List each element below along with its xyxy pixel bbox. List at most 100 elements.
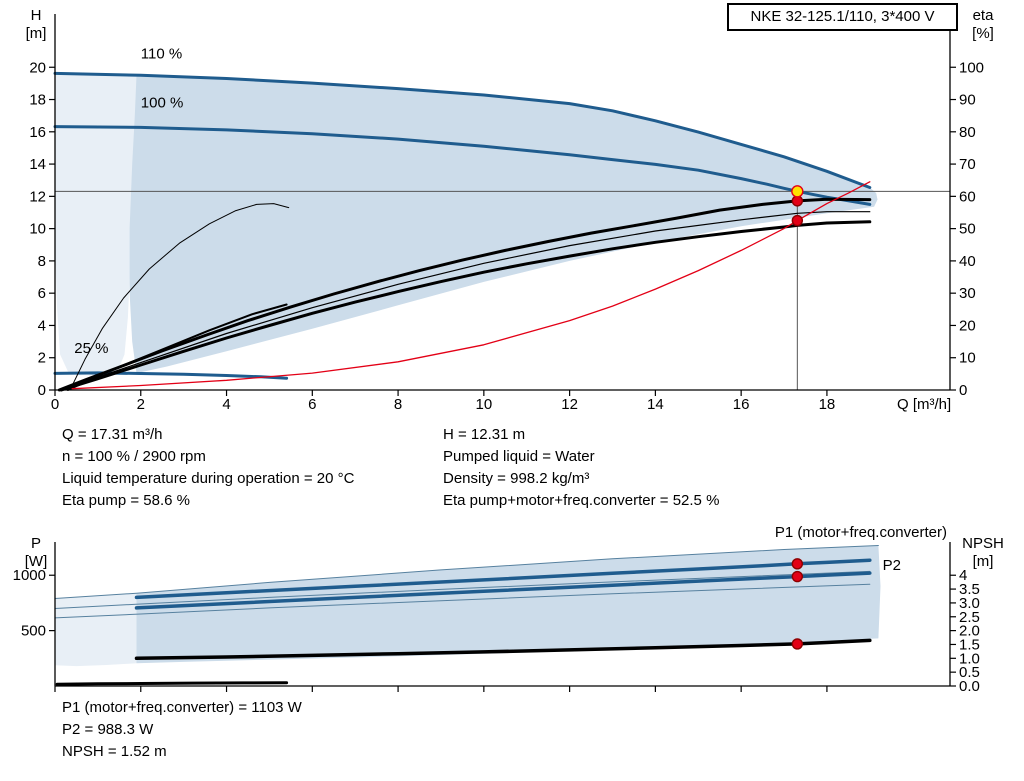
info-line-n: n = 100 % / 2900 rpm <box>62 448 206 465</box>
info-line-eta-total: Eta pump+motor+freq.converter = 52.5 % <box>443 492 720 509</box>
series-eta-pump-lower <box>59 220 872 392</box>
series-eta-small <box>66 303 288 391</box>
tick-label: 10 <box>959 350 976 367</box>
tick-label: 6 <box>38 285 46 302</box>
tick-label: 12 <box>29 188 46 205</box>
label-110: 110 % <box>141 45 182 62</box>
tick-label: 12 <box>561 396 578 413</box>
info-line-p2: P2 = 988.3 W <box>62 721 154 738</box>
tick-label: 70 <box>959 156 976 173</box>
info-line-p1: P1 (motor+freq.converter) = 1103 W <box>62 699 302 716</box>
series-p-thin-a <box>54 570 871 609</box>
y-right-axis-label: [m] <box>973 553 994 570</box>
tick-label: 0 <box>959 382 967 399</box>
area-envelope <box>136 545 881 664</box>
series-p1-curve <box>134 558 872 600</box>
tick-label: 10 <box>476 396 493 413</box>
y-left-axis-label: H <box>31 7 42 24</box>
label-p1: P1 (motor+freq.converter) <box>775 524 947 541</box>
tick-label: 3.0 <box>959 595 980 612</box>
series-p-low-curve <box>55 681 289 686</box>
tick-label: 20 <box>29 59 46 76</box>
info-line-temperature: Liquid temperature during operation = 20… <box>62 470 355 487</box>
series-eta-total-red <box>71 181 871 390</box>
pump-title-box: NKE 32-125.1/110, 3*400 V <box>727 3 958 31</box>
y-left-axis-label: P <box>31 535 41 552</box>
tick-label: 500 <box>21 623 46 640</box>
pq-axes <box>54 542 951 687</box>
y-left-axis-label: [m] <box>26 25 47 42</box>
series-curve-110 <box>53 71 872 189</box>
tick-label: 14 <box>29 156 46 173</box>
info-line-eta-pump: Eta pump = 58.6 % <box>62 492 190 509</box>
hq-ticks: 0 2 4 6 8 10 12 14 16 18 0 2 4 6 8 10 12 14 16 18 20 0 10 20 30 4… <box>26 7 995 413</box>
tick-label: 0.5 <box>959 664 980 681</box>
pq-ticks: 500 1000 0.00.51.01.52.02.53.03.54 P[W] NPSH… <box>13 535 1004 695</box>
tick-label: 30 <box>959 285 976 302</box>
marker-duty-point <box>791 185 804 198</box>
y-right-axis-label: NPSH <box>962 535 1004 552</box>
series-eta-thin-peak <box>69 203 290 391</box>
series-eta-pump-upper <box>57 197 872 392</box>
tick-label: 8 <box>394 396 402 413</box>
tick-label: 4 <box>959 567 967 584</box>
tick-label: 3.5 <box>959 581 980 598</box>
info-line-npsh: NPSH = 1.52 m <box>62 743 167 760</box>
tick-label: 40 <box>959 253 976 270</box>
series-p2-curve <box>134 571 872 610</box>
info-line-density: Density = 998.2 kg/m³ <box>443 470 590 487</box>
tick-label: 100 <box>959 59 984 76</box>
tick-label: 2.5 <box>959 609 980 626</box>
power-npsh-info: P1 (motor+freq.converter) = 1103 W P2 = … <box>62 697 302 763</box>
series-env-top-edge <box>54 545 879 599</box>
tick-label: 2.0 <box>959 623 980 640</box>
pq-plot: P1 (motor+freq.converter) P2 <box>54 524 947 686</box>
tick-label: 4 <box>38 317 46 334</box>
info-line-liquid: Pumped liquid = Water <box>443 448 595 465</box>
hq-axes <box>54 14 951 391</box>
tick-label: 0.0 <box>959 678 980 695</box>
info-line-h: H = 12.31 m <box>443 426 526 443</box>
label-25: 25 % <box>74 340 108 357</box>
y-right-axis-label: eta <box>973 7 995 24</box>
tick-label: 6 <box>308 396 316 413</box>
tick-label: 1000 <box>13 567 46 584</box>
operating-point-info-left: Q = 17.31 m³/h n = 100 % / 2900 rpm Liqu… <box>62 424 354 512</box>
tick-label: 80 <box>959 124 976 141</box>
area-envelope-light <box>55 73 141 376</box>
tick-label: 4 <box>222 396 230 413</box>
power-npsh-chart-svg: P1 (motor+freq.converter) P2 500 1000 0.00.5… <box>13 524 1004 695</box>
tick-label: 2 <box>38 350 46 367</box>
series-npsh-curve <box>134 638 872 661</box>
tick-label: 0 <box>51 396 59 413</box>
tick-label: 14 <box>647 396 664 413</box>
tick-label: 16 <box>733 396 750 413</box>
tick-label: 16 <box>29 124 46 141</box>
marker-npsh-point <box>791 638 804 650</box>
area-envelope-light <box>55 593 137 667</box>
series-p-thin-b <box>54 583 871 619</box>
tick-label: 20 <box>959 317 976 334</box>
info-line-q: Q = 17.31 m³/h <box>62 426 163 443</box>
hq-plot: 110 % 100 % 25 % <box>53 45 950 392</box>
marker-eta-total-point <box>791 214 804 227</box>
hq-chart-svg: 110 % 100 % 25 % 0 2 4 6 8 10 12 14 16 18 0 2 4 6 8 10 12 14… <box>26 7 995 413</box>
tick-label: 8 <box>38 253 46 270</box>
tick-label: 2 <box>137 396 145 413</box>
x-axis-label: Q [m³/h] <box>897 396 951 413</box>
tick-label: 60 <box>959 188 976 205</box>
label-100: 100 % <box>141 95 184 112</box>
tick-label: 90 <box>959 92 976 109</box>
y-right-axis-label: [%] <box>972 25 994 42</box>
series-eta-thin-mid <box>59 211 871 391</box>
tick-label: 1.5 <box>959 636 980 653</box>
tick-label: 18 <box>819 396 836 413</box>
tick-label: 10 <box>29 221 46 238</box>
tick-label: 18 <box>29 92 46 109</box>
marker-p1-point <box>791 558 804 570</box>
tick-label: 1.0 <box>959 650 980 667</box>
marker-p2-point <box>791 570 804 583</box>
operating-point-info-right: H = 12.31 m Pumped liquid = Water Densit… <box>443 424 719 512</box>
y-left-axis-label: [W] <box>25 553 48 570</box>
label-p2: P2 <box>883 557 901 574</box>
